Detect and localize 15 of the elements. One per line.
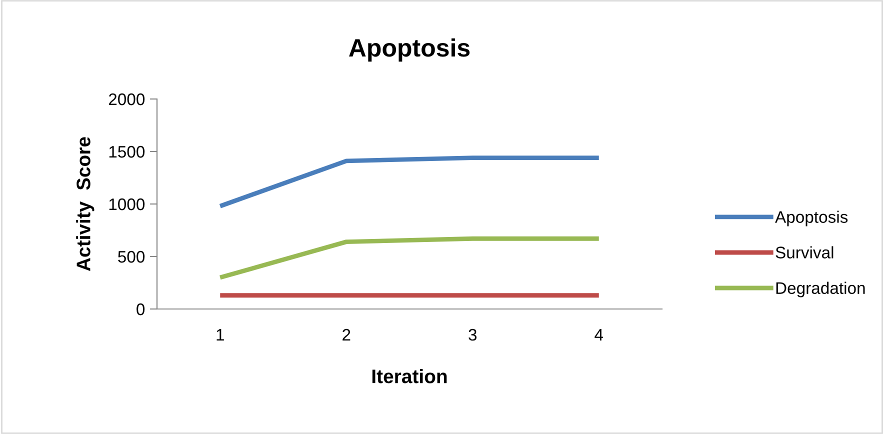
x-tick-label: 3 — [468, 328, 477, 341]
y-axis-title: Activity Score — [76, 137, 94, 272]
y-tick-label: 0 — [136, 303, 145, 316]
legend-label: Apoptosis — [775, 210, 848, 226]
x-tick-label: 1 — [216, 329, 224, 341]
x-axis-title: Iteration — [372, 368, 447, 384]
x-tick-label: 4 — [594, 329, 604, 341]
legend-label: Survival — [776, 246, 834, 258]
legend-label: Degradation — [776, 282, 865, 298]
y-tick-label: 500 — [118, 250, 145, 263]
y-tick-label: 1000 — [109, 198, 145, 210]
y-tick-label: 1500 — [109, 146, 145, 158]
chart-title: Apoptosis — [349, 38, 470, 62]
x-tick-label: 2 — [342, 328, 350, 341]
y-tick-label: 2000 — [108, 93, 145, 106]
